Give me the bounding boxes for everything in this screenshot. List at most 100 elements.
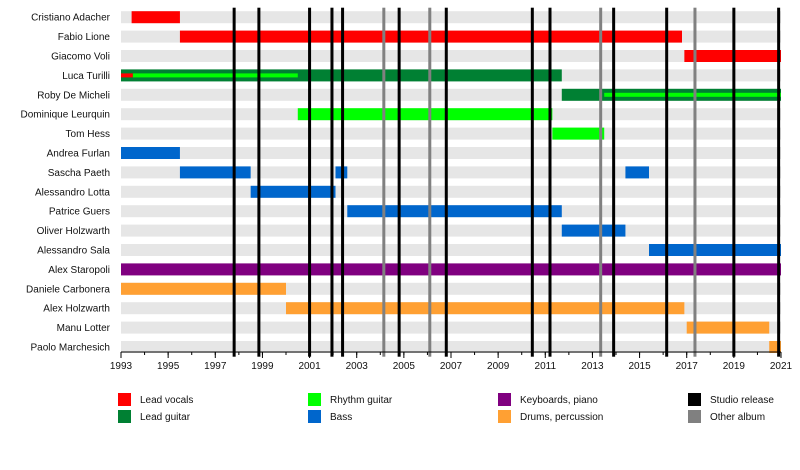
row-stripe-giacomo-voli <box>121 50 781 62</box>
legend-swatch-rhythm-guitar <box>308 393 321 406</box>
x-tick-label: 1997 <box>204 361 227 372</box>
member-label: Daniele Carbonera <box>26 284 110 295</box>
member-label: Alessandro Sala <box>37 246 110 257</box>
membership-bars <box>121 11 781 353</box>
x-tick-label: 2019 <box>723 361 746 372</box>
row-stripe-paolo-marchesich <box>121 341 781 353</box>
studio-release-line-4 <box>341 7 345 357</box>
member-label: Dominique Leurquin <box>20 110 110 121</box>
studio-release-line-13 <box>665 7 669 357</box>
bar-oliver-holzwarth-bass-0 <box>561 224 626 237</box>
legend-swatch-lead-guitar <box>118 410 131 423</box>
legend-label-lead-guitar: Lead guitar <box>140 412 191 423</box>
member-label: Alessandro Lotta <box>35 187 110 198</box>
row-stripe-cristiano-adacher <box>121 11 781 24</box>
x-tick-label: 2009 <box>487 361 510 372</box>
studio-release-line-15 <box>732 7 736 357</box>
legend-swatch-drums <box>498 410 511 423</box>
member-label: Alex Holzwarth <box>43 304 110 315</box>
row-stripe-alessandro-sala <box>121 244 781 256</box>
row-stripes <box>121 11 781 353</box>
member-labels: Cristiano Adacher Fabio Lione Giacomo Voli… <box>20 13 110 354</box>
member-label: Oliver Holzwarth <box>37 226 110 237</box>
member-label: Paolo Marchesich <box>31 343 110 354</box>
legend-label-rhythm-guitar: Rhythm guitar <box>330 395 393 406</box>
legend-swatch-studio-release <box>688 393 701 406</box>
member-label: Fabio Lione <box>58 32 111 43</box>
bar-luca-turilli-lead-vocals-2 <box>121 73 133 78</box>
legend-label-studio-release: Studio release <box>710 395 774 406</box>
row-stripe-manu-lotter <box>121 321 781 334</box>
x-tick-label: 2001 <box>298 361 321 372</box>
studio-release-line-0 <box>232 7 236 357</box>
bar-sascha-paeth-bass-2 <box>625 166 649 179</box>
legend-label-bass: Bass <box>330 412 352 423</box>
legend-label-keyboards: Keyboards, piano <box>520 395 598 406</box>
x-tick-label: 2011 <box>535 361 557 372</box>
bar-alex-holzwarth-drums-0 <box>286 302 685 315</box>
x-tick-label: 2021 <box>770 361 793 372</box>
x-tick-label: 2013 <box>581 361 604 372</box>
studio-release-line-8 <box>444 7 448 357</box>
row-stripe-oliver-holzwarth <box>121 224 781 237</box>
member-label: Tom Hess <box>66 129 110 140</box>
legend: Lead vocals Lead guitar Rhythm guitar Bass K… <box>118 393 774 423</box>
studio-release-line-10 <box>548 7 552 357</box>
member-label: Manu Lotter <box>57 323 111 334</box>
x-tick-label: 1993 <box>110 361 133 372</box>
bar-manu-lotter-drums-0 <box>686 321 770 334</box>
studio-release-line-6 <box>397 7 401 357</box>
other-album-line-5 <box>382 7 386 357</box>
row-stripe-tom-hess <box>121 127 781 140</box>
bar-patrice-guers-bass-0 <box>347 205 562 218</box>
member-label: Cristiano Adacher <box>31 13 111 24</box>
bar-tom-hess-rhythm-guitar-0 <box>552 127 605 140</box>
member-label: Patrice Guers <box>49 207 110 218</box>
bar-cristiano-adacher-lead-vocals-0 <box>131 11 180 24</box>
legend-label-other-album: Other album <box>710 412 765 423</box>
bar-sascha-paeth-bass-0 <box>179 166 251 179</box>
bar-dominique-leurquin-rhythm-guitar-0 <box>297 108 553 121</box>
member-label: Andrea Furlan <box>47 149 110 160</box>
bar-alex-staropoli-keyboards-0 <box>121 263 781 276</box>
studio-release-line-12 <box>612 7 616 357</box>
bar-roby-de-micheli-rhythm-guitar-1 <box>604 92 781 97</box>
legend-label-drums: Drums, percussion <box>520 412 603 423</box>
studio-release-line-9 <box>530 7 534 357</box>
member-label: Sascha Paeth <box>48 168 110 179</box>
legend-swatch-other-album <box>688 410 701 423</box>
legend-swatch-lead-vocals <box>118 393 131 406</box>
bar-daniele-carbonera-drums-0 <box>121 282 286 295</box>
x-tick-label: 2007 <box>440 361 463 372</box>
other-album-line-7 <box>428 7 432 357</box>
other-album-line-11 <box>599 7 603 357</box>
legend-label-lead-vocals: Lead vocals <box>140 395 193 406</box>
bar-alessandro-lotta-bass-0 <box>250 185 336 198</box>
x-tick-label: 2015 <box>628 361 651 372</box>
bar-luca-turilli-rhythm-guitar-1 <box>132 73 298 78</box>
legend-swatch-keyboards <box>498 393 511 406</box>
row-stripe-sascha-paeth <box>121 166 781 179</box>
member-label: Luca Turilli <box>62 71 110 82</box>
x-tick-label: 1999 <box>251 361 274 372</box>
release-lines <box>232 7 781 357</box>
studio-release-line-1 <box>257 7 261 357</box>
bar-paolo-marchesich-drums-0 <box>769 341 781 353</box>
x-tick-label: 1995 <box>157 361 180 372</box>
x-tick-label: 2003 <box>346 361 369 372</box>
legend-swatch-bass <box>308 410 321 423</box>
bar-andrea-furlan-bass-0 <box>121 147 180 159</box>
row-stripe-alessandro-lotta <box>121 185 781 198</box>
bar-alessandro-sala-bass-0 <box>649 244 781 256</box>
other-album-line-14 <box>693 7 697 357</box>
member-label: Giacomo Voli <box>51 52 110 63</box>
x-tick-label: 2017 <box>676 361 699 372</box>
member-label: Roby De Micheli <box>37 90 110 101</box>
studio-release-line-3 <box>330 7 334 357</box>
studio-release-line-2 <box>308 7 312 357</box>
row-stripe-andrea-furlan <box>121 147 781 159</box>
x-axis: 1993 1995 1997 1999 2001 2003 2005 2007 2009 2011… <box>110 351 793 372</box>
member-label: Alex Staropoli <box>48 265 110 276</box>
studio-release-line-16 <box>777 7 781 357</box>
